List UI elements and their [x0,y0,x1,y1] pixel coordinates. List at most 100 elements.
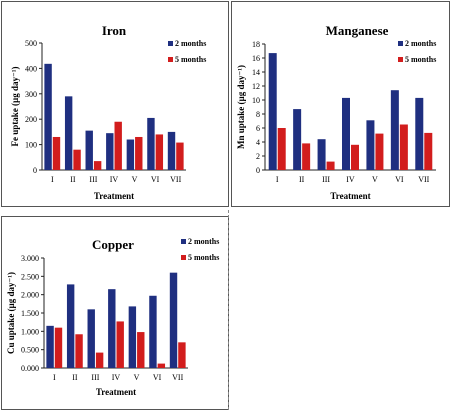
iron-legend-label: 2 months [175,39,206,48]
copper-ytick-label: 0.500 [21,346,39,355]
manganese-xtick-label: IV [346,175,355,184]
copper-bar-5months [75,334,83,368]
iron-bar-5months [73,149,81,170]
iron-bar-5months [155,134,164,170]
copper-ytick-label: 2.000 [21,291,39,300]
manganese-xtick-label: III [322,175,330,184]
iron-ytick-label: 300 [25,90,37,99]
manganese-xtick-label: I [276,175,279,184]
panel-divider [228,210,230,410]
iron-ytick-label: 200 [25,115,37,124]
iron-bar-2months [85,130,93,170]
copper-xlabel: Treatment [96,387,136,397]
manganese-ytick-label: 12 [252,82,260,91]
copper-bar-2months [169,272,178,368]
manganese-ytick-label: 18 [252,40,260,49]
manganese-ytick-label: 4 [256,138,260,147]
iron-title: Iron [102,23,127,38]
copper-xtick-label: I [53,373,56,382]
copper-ytick-label: 3.000 [21,254,39,263]
manganese-bar-2months [366,120,375,170]
iron-bar-5months [135,136,143,170]
manganese-ytick-label: 8 [256,110,260,119]
copper-title: Copper [92,237,134,252]
copper-ytick-label: 0.000 [21,364,39,373]
iron-bar-2months [126,139,135,170]
iron-legend-label: 5 months [175,55,206,64]
manganese-xtick-label: II [299,175,305,184]
copper-bar-5months [116,321,124,368]
copper-bar-5months [95,352,104,368]
iron-ylabel: Fe uptake (µg day⁻¹) [10,67,20,147]
iron-bar-2months [167,131,176,170]
copper-bar-5months [157,363,166,368]
copper-xtick-label: V [134,373,140,382]
copper-bar-2months [87,309,95,368]
iron-xtick-label: III [89,175,97,184]
manganese-bar-5months [351,144,359,170]
iron-xtick-label: V [132,175,138,184]
iron-bar-2months [147,117,155,170]
iron-xtick-label: II [70,175,76,184]
copper-bar-2months [46,325,54,368]
iron-chart-panel: Iron 0 100 200 300 400 500 I II III IV V VI VII Treatm… [1,1,229,207]
manganese-ytick-label: 2 [256,152,260,161]
copper-chart: Copper 0.000 0.500 1.000 1.500 2.000 2.500 3.00… [6,237,219,397]
copper-bar-2months [66,284,75,368]
iron-ytick-label: 100 [25,141,37,150]
manganese-bar-2months [390,90,399,170]
manganese-bar-2months [268,53,277,170]
copper-bar-2months [149,295,157,368]
iron-ytick-label: 400 [25,64,37,73]
manganese-xtick-label: VI [395,175,404,184]
manganese-ytick-label: 14 [252,68,260,77]
copper-bar-5months [137,332,145,368]
iron-bar-5months [114,121,122,170]
iron-xtick-label: VI [151,175,160,184]
iron-bar-2months [44,63,52,170]
manganese-ytick-label: 0 [256,166,260,175]
iron-xtick-label: IV [110,175,119,184]
manganese-bar-5months [375,133,384,170]
copper-xtick-label: IV [112,373,121,382]
iron-bar-2months [106,133,114,170]
manganese-bar-5months [399,124,408,170]
copper-bar-2months [128,306,137,368]
copper-xtick-label: III [91,373,99,382]
manganese-bar-5months [277,128,286,170]
copper-ytick-label: 1.500 [21,309,39,318]
manganese-legend-label: 5 months [405,55,436,64]
manganese-ytick-label: 6 [256,124,260,133]
iron-xtick-label: I [51,175,54,184]
manganese-chart-panel: Manganese 0 2 4 6 8 10 12 14 16 18 I II III IV V VI VII Tr… [231,1,450,207]
copper-xtick-label: VII [172,373,183,382]
manganese-bar-2months [293,109,302,170]
manganese-bar-5months [424,132,433,170]
copper-legend-swatch [181,239,186,244]
iron-legend-swatch [168,41,173,46]
iron-ytick-label: 0 [33,166,37,175]
copper-bar-2months [108,289,116,368]
iron-xtick-label: VII [170,175,181,184]
iron-bar-5months [93,161,102,170]
copper-xtick-label: II [72,373,78,382]
iron-bar-5months [176,142,184,170]
manganese-legend-label: 2 months [405,39,436,48]
manganese-legend-swatch [398,41,403,46]
copper-ytick-label: 2.500 [21,272,39,281]
manganese-bar-5months [326,161,335,170]
manganese-ylabel: Mn uptake (µg day⁻¹) [236,65,246,149]
manganese-ytick-label: 16 [252,54,260,63]
iron-bar-2months [64,96,73,170]
manganese-xtick-label: V [372,175,378,184]
manganese-title: Manganese [326,23,389,38]
iron-ytick-label: 500 [25,39,37,48]
manganese-bar-2months [342,97,350,170]
copper-legend-label: 5 months [188,253,219,262]
iron-bar-5months [52,136,61,170]
copper-legend-label: 2 months [188,237,219,246]
manganese-xtick-label: VII [418,175,429,184]
copper-ytick-label: 1.000 [21,327,39,336]
